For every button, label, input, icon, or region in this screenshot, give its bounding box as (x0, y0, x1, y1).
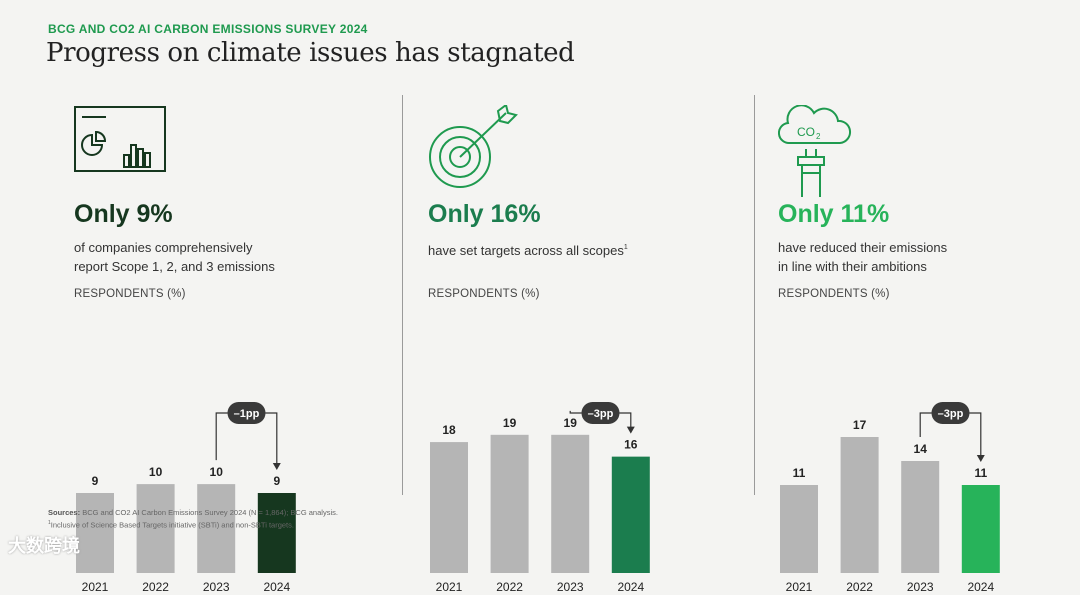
bar-2021 (780, 485, 818, 573)
data-label-2022: 17 (853, 418, 867, 432)
bar-2022 (136, 484, 175, 573)
data-label-2021: 18 (442, 423, 456, 437)
data-label-2023: 14 (914, 442, 928, 456)
watermark: 大数跨境 (8, 536, 80, 556)
change-label: –3pp (938, 408, 964, 420)
tick-label-2024: 2024 (617, 580, 644, 594)
survey-kicker: BCG AND CO2 AI CARBON EMISSIONS SURVEY 2… (48, 22, 368, 36)
bar-2023 (901, 461, 940, 573)
change-pill (227, 402, 266, 424)
svg-text:CO: CO (797, 125, 815, 139)
change-bracket (969, 412, 982, 457)
tick-label-2022: 2022 (142, 580, 169, 594)
data-label-2024: 11 (974, 466, 987, 480)
co2-cloud-chimney-icon: CO 2 (778, 104, 858, 205)
data-label-2024: 16 (624, 438, 638, 452)
svg-text:2: 2 (816, 132, 821, 141)
page-title: Progress on climate issues has stagnated (46, 38, 575, 68)
change-label: –1pp (234, 408, 260, 420)
change-label: –3pp (588, 408, 614, 420)
change-pill (581, 402, 620, 424)
bar-2022 (490, 434, 529, 573)
tick-label-2021: 2021 (786, 580, 813, 594)
arrow-down-icon (272, 463, 281, 470)
data-label-2021: 9 (92, 474, 99, 488)
bar-chart-targets: 18 2021 19 2022 19 2023 16 2024 –3pp (430, 402, 650, 594)
bar-chart-reporting: 9 2021 10 2022 10 2023 9 2024 –1pp (76, 402, 296, 594)
column-divider (754, 95, 755, 495)
respondents-label: RESPONDENTS (%) (778, 288, 890, 300)
respondents-label: RESPONDENTS (%) (74, 288, 186, 300)
stat-description: of companies comprehensively report Scop… (74, 240, 275, 274)
change-bracket (569, 410, 582, 414)
bar-2021 (76, 493, 114, 573)
change-bracket (265, 412, 278, 465)
bar-2021 (430, 442, 468, 573)
change-pill (931, 402, 970, 424)
dashboard-report-icon (74, 105, 168, 180)
tick-label-2023: 2023 (203, 580, 230, 594)
bar-chart-reductions: 11 2021 17 2022 14 2023 11 2024 –3pp (780, 402, 1000, 594)
change-bracket (919, 412, 932, 437)
sources-note: Sources: BCG and CO2 AI Carbon Emissions… (48, 508, 338, 530)
data-label-2023: 19 (564, 416, 578, 430)
data-label-2023: 10 (210, 465, 224, 479)
bar-2024 (611, 456, 650, 573)
tick-label-2023: 2023 (557, 580, 584, 594)
data-label-2022: 10 (149, 465, 163, 479)
tick-label-2022: 2022 (496, 580, 523, 594)
stat-panel-targets: Only 16% have set targets across all sco… (428, 95, 728, 594)
tick-label-2021: 2021 (82, 580, 109, 594)
tick-label-2024: 2024 (263, 580, 290, 594)
bar-2023 (551, 434, 590, 573)
respondents-label: RESPONDENTS (%) (428, 288, 540, 300)
tick-label-2021: 2021 (436, 580, 463, 594)
change-bracket (619, 412, 632, 429)
arrow-down-icon (976, 455, 985, 462)
stat-panel-reductions: CO 2 Only 11% have reduced their emissio… (778, 95, 1078, 594)
arrow-down-icon (626, 426, 635, 434)
change-bracket (215, 412, 228, 461)
stat-description: have reduced their emissions in line wit… (778, 240, 948, 274)
column-divider (402, 95, 403, 495)
data-label-2022: 19 (503, 416, 517, 430)
bar-2024 (961, 485, 1000, 573)
stat-value: Only 11% (778, 200, 890, 228)
bar-2023 (197, 484, 236, 573)
target-arrow-icon (428, 103, 528, 200)
stat-panel-reporting: Only 9% of companies comprehensively rep… (74, 95, 374, 594)
stat-value: Only 16% (428, 200, 541, 228)
tick-label-2023: 2023 (907, 580, 934, 594)
bar-2024 (257, 493, 296, 573)
data-label-2024: 9 (273, 474, 280, 488)
tick-label-2022: 2022 (846, 580, 873, 594)
stat-value: Only 9% (74, 200, 173, 228)
stat-description: have set targets across all scopes1 (428, 243, 628, 258)
tick-label-2024: 2024 (967, 580, 994, 594)
bar-2022 (840, 437, 879, 573)
data-label-2021: 11 (793, 466, 806, 480)
